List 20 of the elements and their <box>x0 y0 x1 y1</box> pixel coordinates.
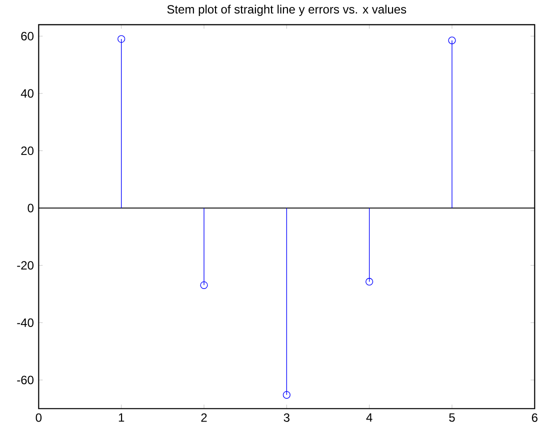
y-tick-label: -20 <box>17 261 34 270</box>
x-tick-label: 6 <box>532 413 538 422</box>
point <box>366 278 374 286</box>
point <box>200 281 208 289</box>
y-tick-label: -40 <box>17 318 34 327</box>
y-tick-label: 0 <box>28 204 34 212</box>
point <box>282 391 290 399</box>
point <box>118 35 126 43</box>
point <box>448 36 456 44</box>
y-tick-label: 60 <box>21 32 34 40</box>
x-tick-label: 5 <box>449 413 455 422</box>
y-tick-label: 20 <box>21 146 34 156</box>
x-tick-label: 3 <box>284 413 290 422</box>
x-tick-label: 1 <box>118 413 124 422</box>
x-tick-label: 0 <box>36 413 42 422</box>
x-tick-label: 4 <box>366 413 372 422</box>
y-tick-label: -60 <box>17 376 34 384</box>
x-tick-label: 2 <box>201 413 207 422</box>
y-tick-label: 40 <box>20 89 34 98</box>
chart-title: Stem plot of straight line y errors vs. x values <box>167 4 406 16</box>
